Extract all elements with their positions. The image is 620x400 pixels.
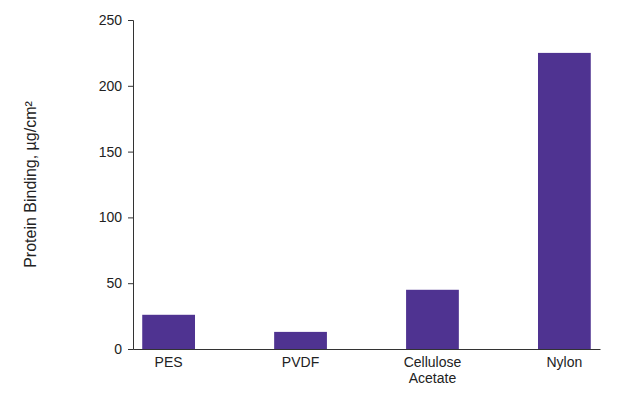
- bars: [142, 53, 591, 349]
- y-axis-line: [128, 21, 134, 350]
- y-tick: 100: [99, 209, 133, 225]
- x-tick: Nylon: [546, 349, 582, 370]
- x-tick-label: PES: [155, 354, 183, 370]
- x-tick-label: PVDF: [282, 354, 319, 370]
- y-tick-mark: [128, 349, 133, 350]
- bar: [274, 332, 327, 349]
- x-tick: PVDF: [282, 349, 319, 370]
- x-tick: PES: [155, 349, 183, 370]
- x-tick-label: Nylon: [546, 354, 582, 370]
- y-tick: 50: [106, 275, 133, 291]
- bar: [538, 53, 591, 349]
- y-tick-mark: [128, 20, 133, 21]
- y-tick: 150: [99, 144, 133, 160]
- x-tick-label: CelluloseAcetate: [404, 354, 462, 386]
- y-tick-label: 200: [99, 78, 123, 94]
- x-tick: CelluloseAcetate: [404, 349, 462, 386]
- y-axis-title: Protein Binding, µg/cm²: [22, 101, 39, 268]
- y-tick: 250: [99, 12, 133, 28]
- y-tick-mark: [128, 86, 133, 87]
- y-tick-label: 150: [99, 144, 123, 160]
- y-tick-label: 50: [106, 275, 122, 291]
- plot: 0 50 100 150 200 250 PES PVDF CelluloseAcetate Ny…: [99, 12, 601, 386]
- y-tick-mark: [128, 283, 133, 284]
- y-tick-mark: [128, 152, 133, 153]
- x-axis-line: [134, 349, 601, 350]
- bar: [142, 315, 195, 349]
- y-tick: 200: [99, 78, 133, 94]
- y-tick-label: 0: [114, 341, 122, 357]
- y-tick: 0: [114, 341, 133, 357]
- y-axis: 0 50 100 150 200 250: [99, 12, 134, 357]
- x-axis: PES PVDF CelluloseAcetate Nylon: [134, 349, 601, 386]
- bar: [406, 290, 459, 349]
- y-tick-label: 250: [99, 12, 123, 28]
- y-tick-label: 100: [99, 209, 123, 225]
- y-tick-mark: [128, 217, 133, 218]
- chart: 0 50 100 150 200 250 PES PVDF CelluloseAcetate Ny…: [0, 0, 620, 400]
